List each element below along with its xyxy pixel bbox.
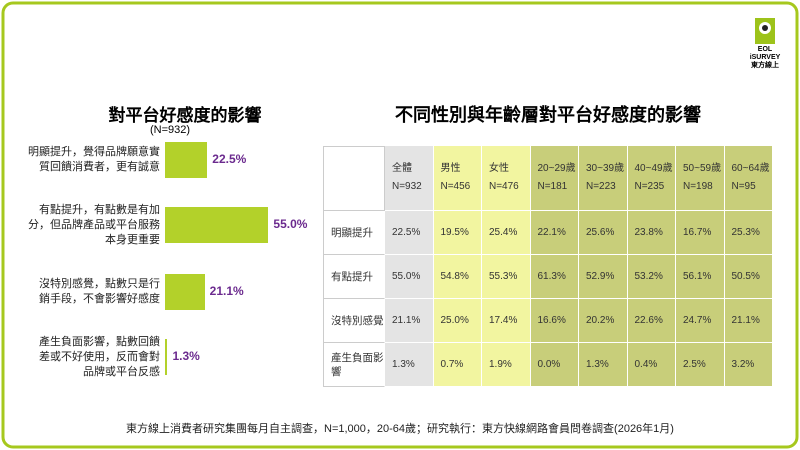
- value-label: 21.1%: [209, 284, 244, 298]
- value-label: 22.5%: [212, 152, 247, 166]
- table-cell: 20.2%: [579, 299, 628, 343]
- table-cell: 0.7%: [433, 343, 482, 387]
- column-n: N=223: [586, 181, 616, 192]
- table-cell: 52.9%: [579, 255, 628, 299]
- table-cell: 0.4%: [627, 343, 676, 387]
- table-cell: 25.4%: [482, 211, 531, 255]
- value-label: 1.3%: [172, 349, 200, 363]
- table-cell: 25.0%: [433, 299, 482, 343]
- column-name: 50~59歲: [683, 163, 722, 174]
- table-cell: 23.8%: [627, 211, 676, 255]
- category-label: 沒特別感覺，點數只是行 銷手段，不會影響好感度: [39, 278, 160, 305]
- table-cell: 21.1%: [385, 299, 434, 343]
- table-cell: 56.1%: [676, 255, 725, 299]
- column-n: N=235: [634, 181, 665, 192]
- category-label: 產生負面影響，點數回饋 差或不好使用，反而會對 品牌或平台反感: [39, 335, 160, 378]
- column-n: N=198: [683, 181, 713, 192]
- row-label: 有點提升: [323, 255, 385, 299]
- row-label: 明顯提升: [323, 211, 385, 255]
- table-cell: 61.3%: [530, 255, 579, 299]
- table-cell: 53.2%: [627, 255, 676, 299]
- table-cell: 54.8%: [433, 255, 482, 299]
- table-cell: 16.6%: [530, 299, 579, 343]
- logo: EOL iSURVEY 東方線上: [745, 46, 785, 70]
- column-n: N=95: [731, 181, 756, 192]
- chart-subtitle: (N=932): [150, 124, 191, 136]
- header-cell: [323, 146, 385, 211]
- column-name: 40~49歲: [634, 163, 673, 174]
- bar: [165, 339, 168, 375]
- category-label: 明顯提升，覺得品牌願意實 質回饋消費者，更有誠意: [28, 146, 160, 173]
- column-name: 全體: [392, 163, 412, 174]
- table-cell: 25.3%: [724, 211, 773, 255]
- table-cell: 22.6%: [627, 299, 676, 343]
- table-cell: 16.7%: [676, 211, 725, 255]
- bar: [165, 274, 205, 310]
- row-label: 產生負面影響: [323, 343, 385, 387]
- value-label: 55.0%: [273, 217, 308, 231]
- table-cell: 1.3%: [385, 343, 434, 387]
- bar: [165, 207, 269, 243]
- table-cell: 19.5%: [433, 211, 482, 255]
- table-cell: 50.5%: [724, 255, 773, 299]
- header-cell: 60~64歲 N=95: [724, 146, 773, 211]
- bar: [165, 142, 208, 178]
- table-cell: 2.5%: [676, 343, 725, 387]
- column-n: N=932: [392, 181, 422, 192]
- header-cell: 50~59歲 N=198: [676, 146, 725, 211]
- table-cell: 1.3%: [579, 343, 628, 387]
- header-cell: 30~39歲 N=223: [579, 146, 628, 211]
- header-cell: 女性 N=476: [482, 146, 531, 211]
- footer: 東方線上消費者研究集團每月自主調查，N=1,000，20-64歲；研究執行：東方…: [126, 423, 674, 435]
- table-cell: 17.4%: [482, 299, 531, 343]
- table-cell: 25.6%: [579, 211, 628, 255]
- header-cell: 全體 N=932: [385, 146, 434, 211]
- table-cell: 3.2%: [724, 343, 773, 387]
- column-n: N=476: [489, 181, 519, 192]
- table-cell: 24.7%: [676, 299, 725, 343]
- category-label: 有點提升，有點數是有加 分，但品牌產品或平台服務 本身更重要: [28, 203, 160, 246]
- table: 全體 N=932 男性 N=456 女性 N=476 20~29歲 N=181 30~39歲 N=…: [323, 146, 773, 387]
- header-cell: 40~49歲 N=235: [627, 146, 676, 211]
- column-n: N=181: [537, 181, 568, 192]
- table-title: 不同性別與年齡層對平台好感度的影響: [395, 105, 701, 125]
- column-name: 男性: [440, 163, 461, 174]
- header-cell: 20~29歲 N=181: [530, 146, 579, 211]
- logo-pupil: [762, 25, 768, 31]
- table-cell: 55.0%: [385, 255, 434, 299]
- column-name: 30~39歲: [586, 163, 625, 174]
- logo-line: EOL: [757, 46, 773, 53]
- table-cell: 1.9%: [482, 343, 531, 387]
- table-cell: 22.5%: [385, 211, 434, 255]
- row-label: 沒特別感覺: [323, 299, 385, 343]
- column-name: 20~29歲: [537, 163, 576, 174]
- chart-title: 對平台好感度的影響: [108, 106, 262, 125]
- header-cell: 男性 N=456: [433, 146, 482, 211]
- table-cell: 22.1%: [530, 211, 579, 255]
- logo-line: iSURVEY: [749, 54, 781, 61]
- column-n: N=456: [440, 181, 471, 192]
- table-cell: 0.0%: [530, 343, 579, 387]
- column-name: 女性: [489, 163, 509, 174]
- logo-line: 東方線上: [751, 62, 779, 69]
- column-name: 60~64歲: [731, 163, 770, 174]
- table-cell: 55.3%: [482, 255, 531, 299]
- table-cell: 21.1%: [724, 299, 773, 343]
